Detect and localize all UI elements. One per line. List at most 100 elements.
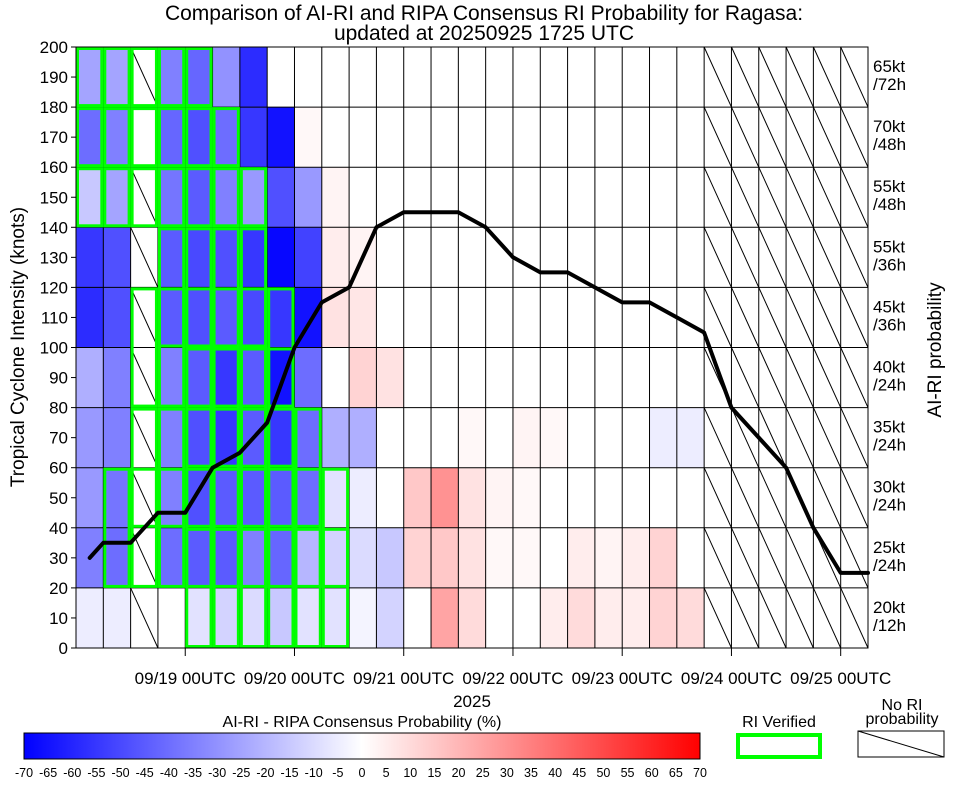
right-row-label: 35kt [873, 418, 905, 437]
y-tick-label: 20 [49, 579, 68, 598]
ri-verified-box [157, 167, 186, 228]
ri-verified-box [185, 287, 213, 408]
colorbar-tick-label: 0 [359, 766, 366, 780]
heatmap-cell [76, 587, 104, 649]
right-row-label: 65kt [873, 57, 905, 76]
heatmap-cell [157, 107, 186, 168]
colorbar-tick-label: 55 [621, 766, 635, 780]
heatmap-cell [157, 347, 186, 408]
chart-title: Comparison of AI-RI and RIPA Consensus R… [165, 2, 803, 25]
heatmap-cell [349, 467, 377, 529]
heatmap-cell [431, 467, 459, 529]
colorbar-tick-label: 35 [524, 766, 538, 780]
heatmap-cell [76, 227, 104, 288]
heatmap-cell [321, 587, 350, 649]
no-ri-hatch [812, 467, 842, 529]
no-ri-hatch [703, 527, 732, 589]
heatmap-cell [103, 167, 131, 228]
no-ri-hatch [785, 527, 814, 589]
legend-verified-label: RI Verified [742, 714, 816, 731]
heatmap-cell [185, 527, 213, 589]
no-ri-hatch [130, 347, 159, 408]
colorbar-tick-label: -60 [63, 766, 81, 780]
y-tick-label: 80 [49, 399, 68, 418]
heatmap-cell [403, 467, 432, 529]
heatmap-cell [349, 347, 377, 408]
heatmap-cell [458, 407, 486, 468]
ri-verified-box [212, 347, 240, 468]
heatmap-cells [76, 47, 705, 649]
right-row-sublabel: /24h [873, 496, 906, 515]
heatmap-cell [431, 587, 459, 649]
colorbar-tick-label: 15 [427, 766, 441, 780]
colorbar-tick-label: -55 [87, 766, 105, 780]
ri-verified-box [239, 227, 268, 348]
no-ri-hatch [840, 166, 869, 228]
heatmap-cell [212, 107, 241, 168]
no-ri-hatch [812, 407, 842, 468]
no-ri-hatch [785, 106, 814, 168]
right-row-sublabel: /24h [873, 436, 906, 455]
heatmap-cell [103, 347, 131, 408]
heatmap-cell [103, 47, 131, 108]
heatmap-cell [185, 47, 213, 108]
heatmap-cell [239, 47, 268, 108]
x-tick-label: 09/20 00UTC [244, 669, 345, 688]
no-ri-hatch [785, 46, 814, 108]
x-tick-label: 09/23 00UTC [572, 669, 673, 688]
heatmap-cell [622, 527, 650, 589]
y-tick-label: 10 [49, 609, 68, 628]
y-tick-label: 70 [49, 429, 68, 448]
heatmap-cell [157, 407, 186, 468]
right-row-label: 55kt [873, 237, 905, 256]
ri-verified-box [157, 227, 186, 348]
heatmap-cell [567, 527, 596, 589]
no-ri-hatch [730, 227, 760, 288]
colorbar-tick-label: 60 [645, 766, 659, 780]
heatmap-cell [267, 587, 295, 649]
heatmap-cell [239, 167, 268, 228]
x-tick-label: 09/19 00UTC [135, 669, 236, 688]
colorbar-tick-label: 25 [476, 766, 490, 780]
heatmap-cell [267, 167, 295, 228]
ri-verified-box [212, 107, 240, 168]
heatmap-cell [76, 47, 104, 108]
ri-verified-box [130, 107, 158, 168]
right-row-sublabel: /24h [873, 376, 906, 395]
ri-verified-box [103, 107, 131, 168]
heatmap-cell [239, 287, 268, 348]
heatmap-cell [185, 587, 213, 649]
no-ri-hatch [130, 407, 159, 468]
ri-verified-box [157, 107, 186, 168]
y-tick-label: 100 [40, 339, 68, 358]
colorbar-tick-label: -65 [39, 766, 57, 780]
heatmap-cell [349, 587, 377, 649]
no-ri-hatch [840, 46, 869, 108]
colorbar-tick-label: -5 [332, 766, 343, 780]
heatmap-cell [212, 347, 241, 408]
colorbar-tick-label: -50 [112, 766, 130, 780]
heatmap-cell [76, 167, 104, 228]
y-tick-label: 160 [40, 158, 68, 177]
ri-verified-box [239, 527, 268, 648]
heatmap-cell [103, 107, 131, 168]
heatmap-cell [212, 527, 241, 589]
no-ri-hatch [785, 347, 814, 408]
x-axis-ticks: 09/19 00UTC 09/20 00UTC 09/21 00UTC 09/22 0… [135, 648, 891, 688]
heatmap-cell [157, 527, 186, 589]
heatmap-cell [76, 467, 104, 529]
no-ri-hatch [840, 467, 869, 529]
no-ri-hatch [758, 407, 787, 468]
heatmap-cell [431, 527, 459, 589]
no-ri-hatch [130, 587, 159, 649]
heatmap-cell [676, 407, 705, 468]
heatmap-cell [76, 407, 104, 468]
no-ri-hatch [130, 227, 159, 288]
ri-verified-box [185, 347, 213, 468]
y-tick-label: 150 [40, 188, 68, 207]
no-ri-hatch [840, 347, 869, 408]
heatmap-cell [349, 527, 377, 589]
no-ri-hatch [703, 407, 732, 468]
heatmap-cell [649, 587, 678, 649]
colorbar-tick-label: -70 [15, 766, 33, 780]
